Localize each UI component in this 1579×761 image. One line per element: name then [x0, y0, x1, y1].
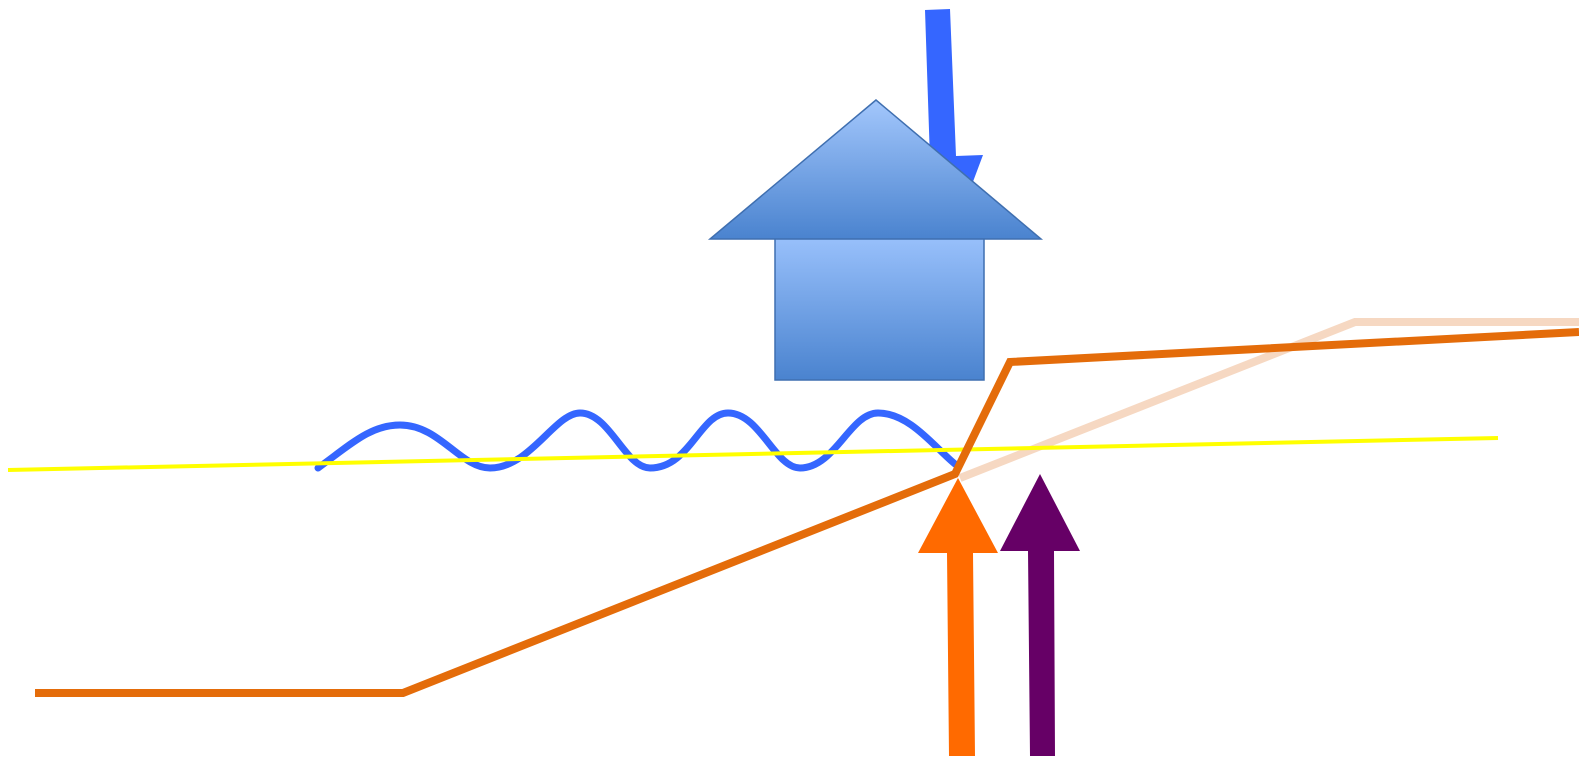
up-arrow-orange [918, 478, 998, 756]
up-arrow-purple [1000, 474, 1080, 756]
arrow-up-icon [918, 478, 998, 756]
wave-icon [314, 409, 959, 472]
house [707, 99, 1044, 381]
ghost-profile-line [958, 318, 1579, 482]
ground-profile-line [35, 328, 1579, 697]
house-roof [707, 99, 1044, 240]
wave-line [314, 409, 959, 472]
arrow-up-icon [1000, 474, 1080, 756]
house-body [774, 237, 985, 381]
water-level-line [7, 436, 1499, 472]
house-icon [707, 99, 1044, 381]
arrow-down-icon [925, 9, 983, 195]
rain-arrow [925, 9, 983, 195]
